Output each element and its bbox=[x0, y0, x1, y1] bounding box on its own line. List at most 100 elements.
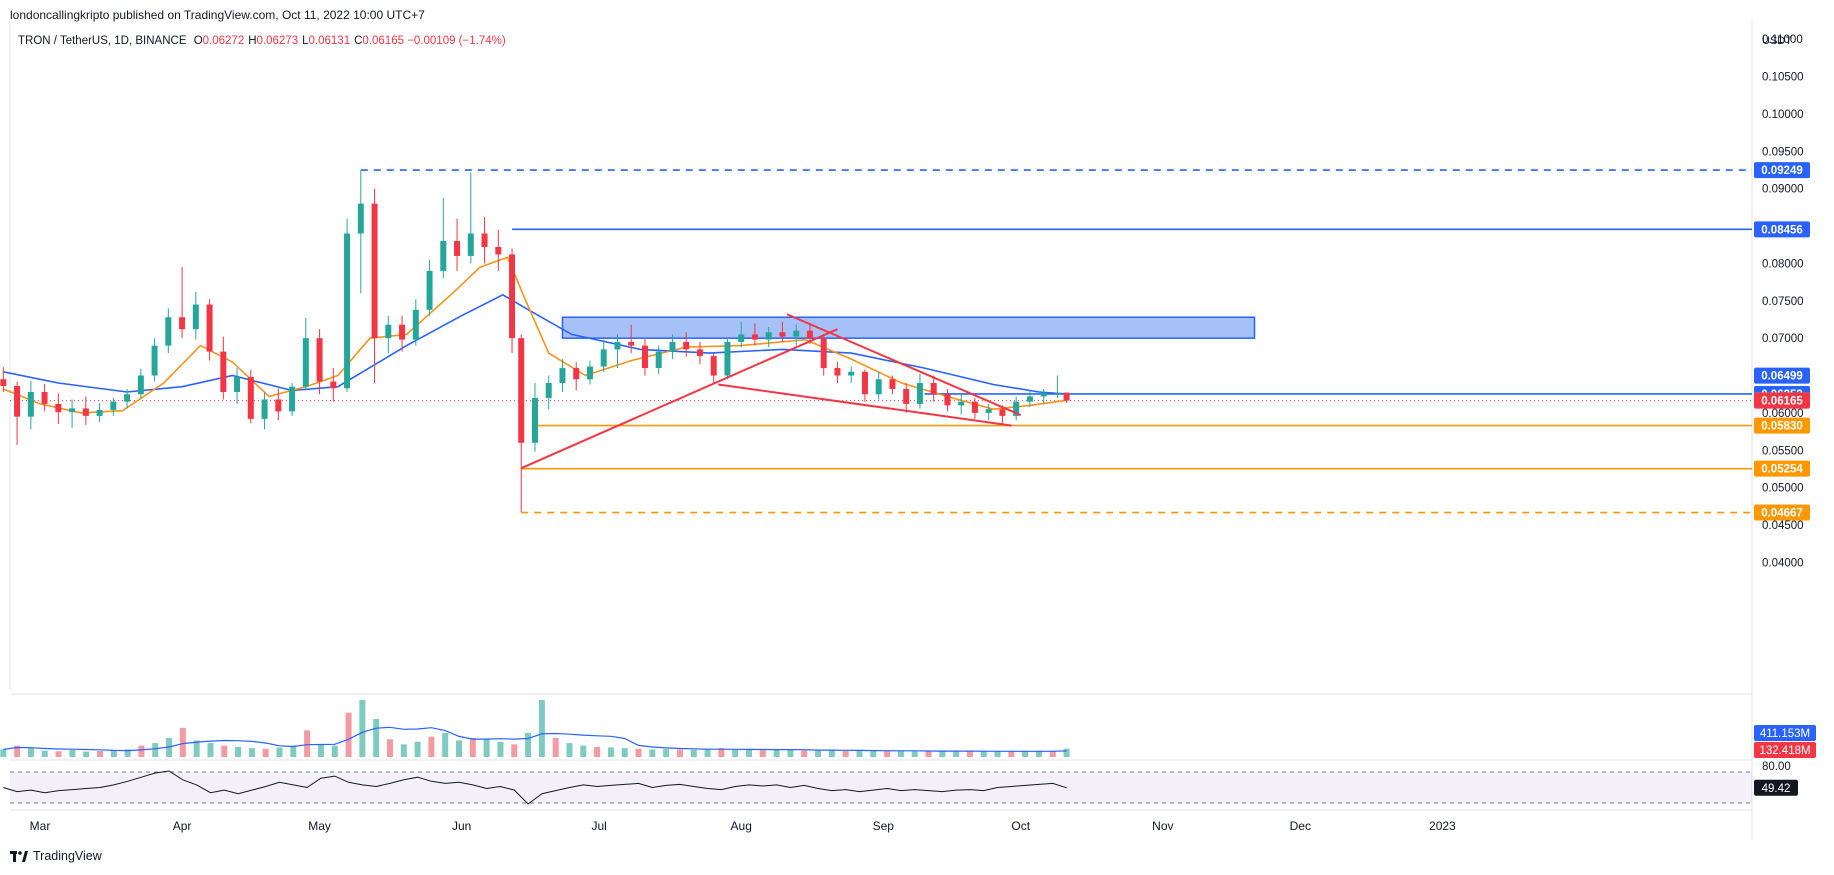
rsi-line bbox=[3, 770, 1067, 805]
y-tick-label: 0.07500 bbox=[1762, 296, 1804, 308]
volume-bar bbox=[14, 745, 21, 757]
candle-body bbox=[971, 401, 978, 413]
candle-body bbox=[765, 332, 772, 340]
ohlc-key-o: O bbox=[193, 35, 203, 47]
volume-bar bbox=[124, 749, 131, 757]
price-badge-label: 0.04667 bbox=[1761, 508, 1803, 520]
candle-body bbox=[793, 330, 800, 337]
volume-bar bbox=[1022, 751, 1029, 757]
volume-bar bbox=[69, 750, 76, 757]
volume-bar bbox=[607, 747, 614, 757]
volume-bar bbox=[635, 748, 642, 757]
volume-bar bbox=[345, 712, 352, 757]
price-badge bbox=[1754, 460, 1810, 477]
candle-body bbox=[0, 379, 7, 386]
x-tick-label: Nov bbox=[1152, 819, 1173, 833]
candle-body bbox=[371, 203, 378, 339]
candle-body bbox=[467, 233, 474, 256]
candle-body bbox=[440, 241, 447, 271]
ohlc-value-o: 0.06272 bbox=[202, 35, 245, 47]
volume-bar bbox=[442, 732, 449, 757]
trendline bbox=[520, 328, 838, 470]
candle-body bbox=[1026, 396, 1033, 402]
candle-body bbox=[861, 371, 868, 395]
volume-bar bbox=[1063, 748, 1070, 757]
x-tick-label: Apr bbox=[173, 819, 192, 833]
volume-bar bbox=[966, 751, 973, 757]
volume-bar bbox=[704, 749, 711, 757]
ohlc-value-l: 0.06131 bbox=[308, 35, 351, 47]
ma-slow-line bbox=[3, 293, 1067, 395]
volume-bar bbox=[0, 749, 7, 757]
candle-body bbox=[192, 304, 199, 330]
volume-badge bbox=[1754, 742, 1816, 758]
price-badge-label: 0.06165 bbox=[1761, 396, 1803, 408]
candle-body bbox=[1063, 392, 1070, 401]
price-badge bbox=[1754, 162, 1810, 179]
volume-bar bbox=[469, 738, 476, 757]
rsi-tick-label: 80.00 bbox=[1762, 761, 1791, 773]
candle-body bbox=[247, 377, 254, 419]
candle-body bbox=[710, 356, 717, 376]
publish-header: londoncallingkripto published on Trading… bbox=[10, 8, 425, 22]
volume-bar bbox=[745, 749, 752, 757]
volume-bar bbox=[911, 751, 918, 757]
candle-body bbox=[179, 317, 186, 330]
volume-bar bbox=[386, 739, 393, 757]
candle-body bbox=[137, 375, 144, 395]
candle-body bbox=[559, 368, 566, 383]
ohlc-values: O0.06272 H0.06273 L0.06131 C0.06165 bbox=[190, 35, 408, 47]
y-tick-label: 0.07000 bbox=[1762, 333, 1804, 345]
volume-bar bbox=[193, 740, 200, 757]
candle-body bbox=[600, 349, 607, 367]
candle-body bbox=[151, 345, 158, 376]
candle-body bbox=[683, 341, 690, 350]
volume-bar bbox=[248, 748, 255, 757]
volume-bar bbox=[525, 732, 532, 757]
candle-body bbox=[573, 368, 580, 380]
y-tick-label: 0.04500 bbox=[1762, 520, 1804, 532]
volume-bar bbox=[828, 750, 835, 757]
volume-bar bbox=[897, 750, 904, 757]
candle-body bbox=[655, 351, 662, 369]
volume-bar bbox=[690, 750, 697, 757]
ohlc-key-l: L bbox=[302, 35, 309, 47]
volume-bar bbox=[1008, 750, 1015, 757]
volume-bar bbox=[1049, 750, 1056, 757]
price-badge-label: 0.08456 bbox=[1761, 224, 1803, 236]
volume-bar bbox=[621, 748, 628, 757]
symbol-name: TRON / TetherUS, 1D, BINANCE bbox=[18, 35, 187, 47]
candle-body bbox=[903, 388, 910, 404]
candle-body bbox=[261, 399, 268, 419]
volume-bar bbox=[787, 750, 794, 757]
candle-body bbox=[110, 401, 117, 410]
y-tick-label: 0.08000 bbox=[1762, 258, 1804, 270]
volume-badge-label: 132.418M bbox=[1759, 745, 1810, 757]
tradingview-logo[interactable]: TradingView bbox=[10, 849, 102, 863]
price-badge bbox=[1754, 367, 1810, 384]
volume-bar bbox=[235, 746, 242, 757]
volume-bar bbox=[980, 751, 987, 757]
x-tick-label: Dec bbox=[1290, 819, 1311, 833]
volume-badge-label: 411.153M bbox=[1760, 728, 1810, 740]
volume-bar bbox=[939, 750, 946, 757]
candle-body bbox=[399, 324, 406, 340]
candle-body bbox=[586, 366, 593, 380]
y-tick-label: 0.10500 bbox=[1762, 72, 1804, 84]
ohlc-value-h: 0.06273 bbox=[256, 35, 299, 47]
volume-bar bbox=[27, 748, 34, 757]
ohlc-key-h: H bbox=[248, 35, 257, 47]
price-badge bbox=[1754, 221, 1810, 238]
candle-body bbox=[779, 332, 786, 337]
price-axis-unit: USDT bbox=[1762, 35, 1792, 47]
volume-badge bbox=[1754, 725, 1816, 741]
candle-body bbox=[518, 338, 525, 443]
x-tick-label: Sep bbox=[873, 819, 895, 833]
candle-body bbox=[930, 383, 937, 395]
candle-body bbox=[834, 368, 841, 376]
volume-bar bbox=[773, 749, 780, 757]
ohlc-key-c: C bbox=[354, 35, 363, 47]
candle-body bbox=[302, 338, 309, 387]
volume-bar bbox=[400, 744, 407, 757]
